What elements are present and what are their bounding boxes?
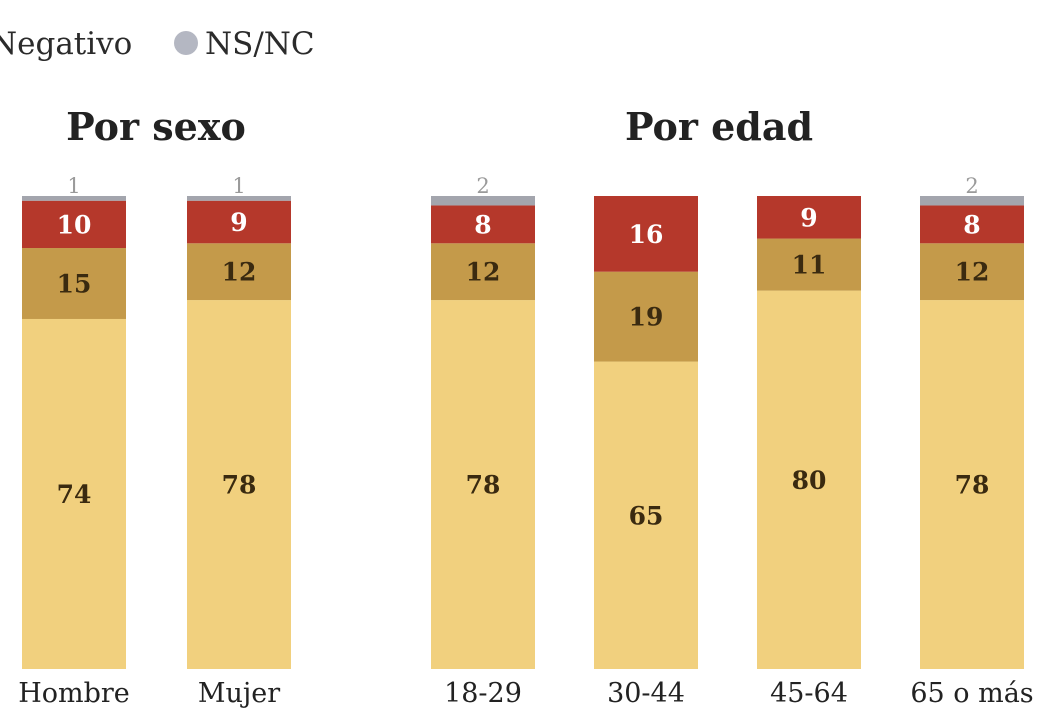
segment-negativo: [594, 196, 698, 272]
segment-s2: [431, 243, 535, 301]
segment-label-s2: 12: [955, 258, 990, 287]
segment-s1: [757, 290, 861, 669]
category-label: 45-64: [770, 678, 848, 709]
segment-nsnc: [920, 196, 1024, 206]
segment-label-s1: 78: [222, 471, 257, 500]
category-labels: Hombre Mujer 18-29 30-44 45-64 65 o más: [18, 678, 1033, 709]
segment-s2: [757, 238, 861, 291]
segment-s2: [920, 243, 1024, 301]
segment-label-s2: 12: [466, 258, 501, 287]
segment-nsnc: [431, 196, 535, 206]
legend-label-0: Negativo: [0, 26, 132, 62]
segment-label-negativo: 16: [629, 220, 664, 249]
category-label: 65 o más: [910, 678, 1033, 709]
segment-label-negativo: 9: [800, 203, 817, 232]
bar-Mujer: 78 12 9 1: [187, 174, 291, 669]
category-label: Hombre: [18, 678, 130, 709]
category-label: 18-29: [444, 678, 522, 709]
category-label: Mujer: [198, 678, 280, 709]
segment-negativo: [22, 200, 126, 249]
segment-label-s2: 11: [792, 251, 827, 280]
category-label: 30-44: [607, 678, 685, 709]
segment-label-nsnc: 1: [232, 174, 245, 198]
segment-label-s1: 80: [792, 466, 827, 495]
segment-s2: [187, 243, 291, 301]
segment-label-s1: 74: [57, 480, 92, 509]
segment-label-nsnc: 2: [965, 174, 978, 198]
segment-label-negativo: 8: [963, 210, 980, 239]
segment-label-s2: 19: [629, 303, 664, 332]
segment-label-nsnc: 1: [67, 174, 80, 198]
bar-30-44: 65 19 16: [594, 196, 698, 669]
segment-label-nsnc: 2: [476, 174, 489, 198]
legend-label-1: NS/NC: [205, 26, 315, 62]
segment-label-s1: 65: [629, 501, 664, 530]
segment-nsnc: [22, 196, 126, 201]
bars: 74 15 10 1 78 12 9 1 78 12 8 2 65 19 16 80 11 9 78 12 8 2: [22, 174, 1024, 669]
segment-s2: [22, 248, 126, 319]
segment-negativo: [431, 205, 535, 244]
segment-s2: [594, 271, 698, 362]
bar-18-29: 78 12 8 2: [431, 174, 535, 669]
segment-label-negativo: 8: [474, 210, 491, 239]
segment-label-s1: 78: [466, 471, 501, 500]
segment-negativo: [187, 200, 291, 244]
legend-swatch-1: [174, 31, 198, 55]
segment-label-s2: 15: [57, 270, 92, 299]
segment-s1: [187, 300, 291, 669]
legend: Negativo NS/NC: [0, 26, 315, 62]
segment-negativo: [920, 205, 1024, 244]
segment-s1: [594, 361, 698, 669]
group-title-0: Por sexo: [66, 104, 246, 149]
segment-s1: [920, 300, 1024, 669]
segment-label-negativo: 10: [57, 210, 92, 239]
segment-label-s2: 12: [222, 258, 257, 287]
segment-label-negativo: 9: [230, 208, 247, 237]
group-titles: Por sexo Por edad: [66, 104, 813, 149]
bar-65 o más: 78 12 8 2: [920, 174, 1024, 669]
bar-Hombre: 74 15 10 1: [22, 174, 126, 669]
segment-negativo: [757, 196, 861, 239]
segment-label-s1: 78: [955, 471, 990, 500]
bar-45-64: 80 11 9: [757, 196, 861, 669]
segment-nsnc: [187, 196, 291, 201]
segment-s1: [431, 300, 535, 669]
group-title-1: Por edad: [625, 104, 813, 149]
segment-s1: [22, 318, 126, 669]
